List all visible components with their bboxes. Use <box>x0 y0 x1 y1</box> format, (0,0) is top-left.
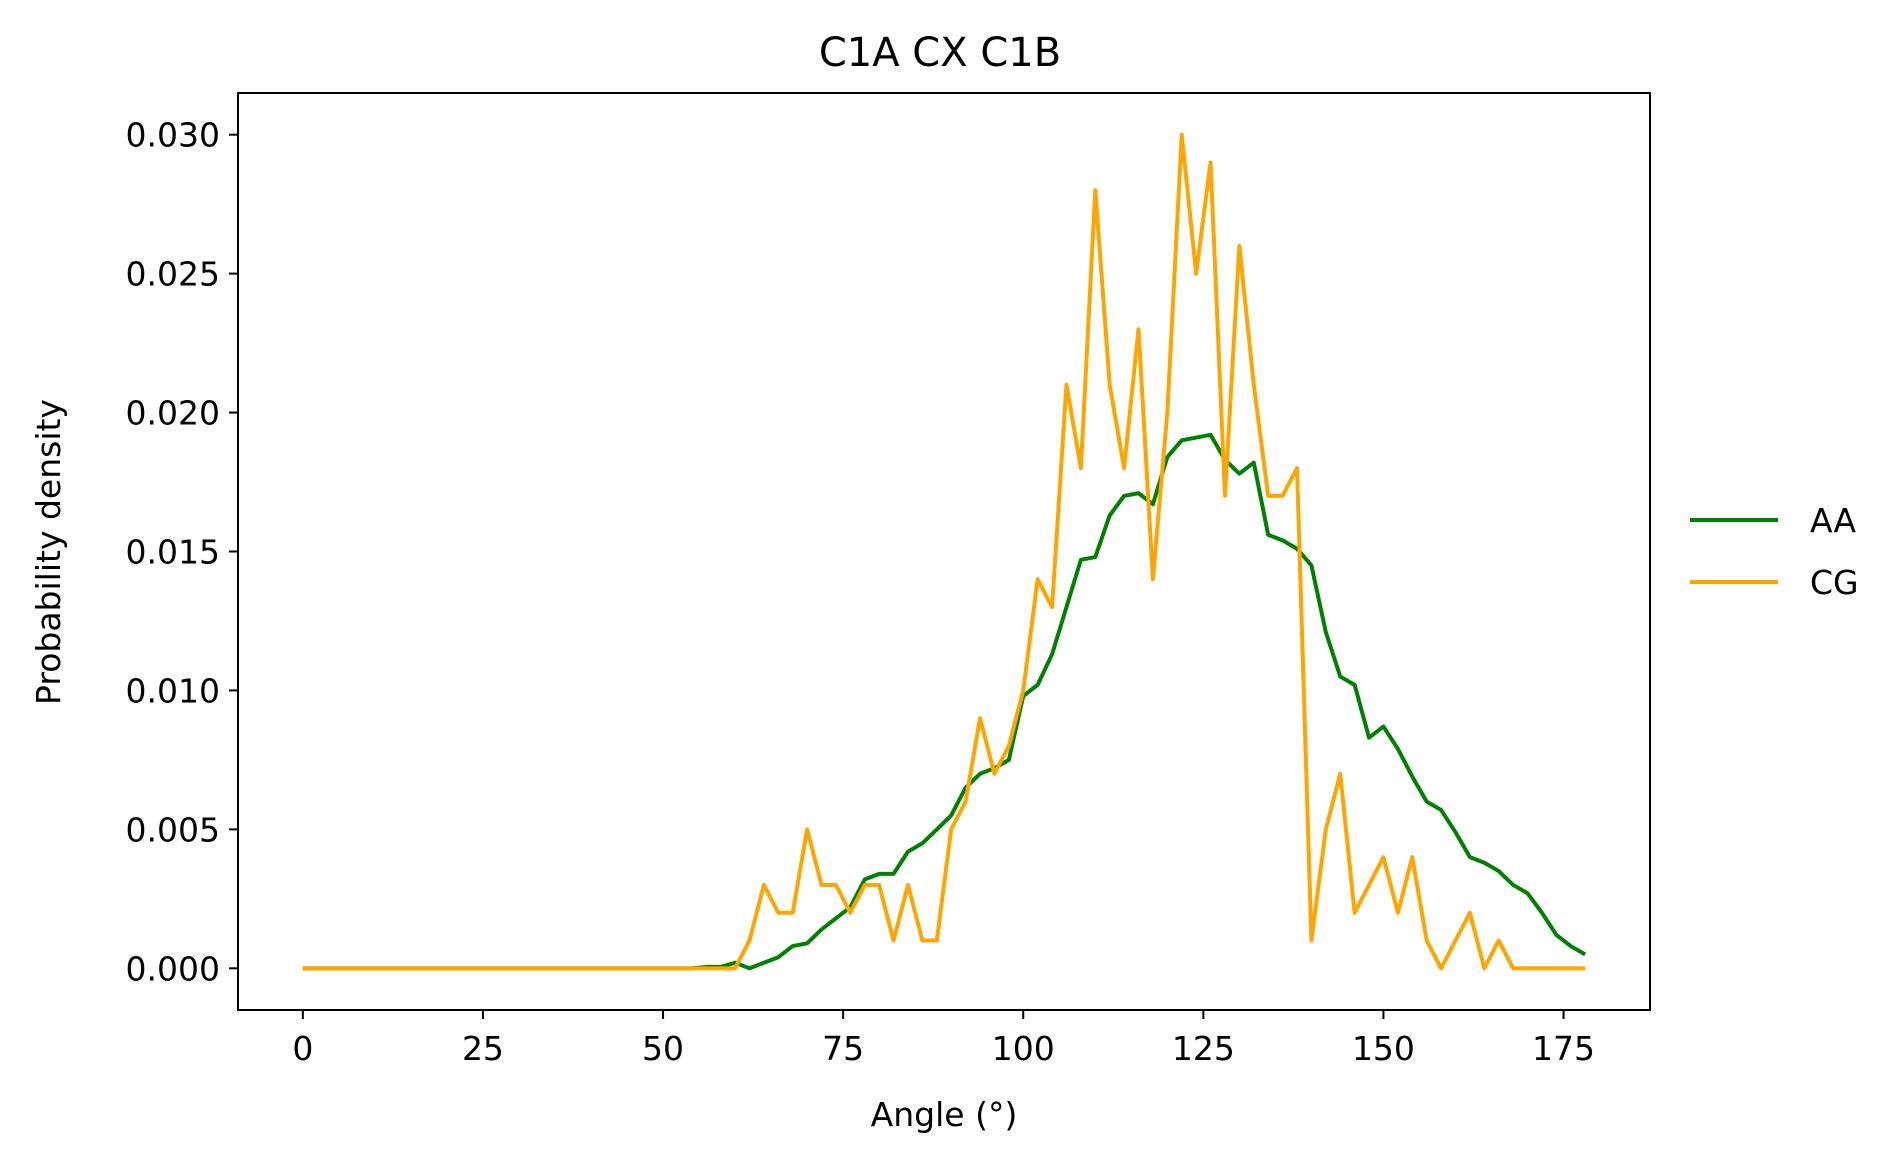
legend-label: AA <box>1810 501 1856 540</box>
x-tick-label: 75 <box>822 1029 864 1068</box>
y-tick-label: 0.015 <box>126 533 220 572</box>
x-axis-title: Angle (°) <box>871 1095 1018 1134</box>
x-tick-label: 25 <box>462 1029 504 1068</box>
x-tick-label: 150 <box>1352 1029 1415 1068</box>
x-tick-label: 125 <box>1172 1029 1235 1068</box>
legend-item-cg: CG <box>1690 563 1859 602</box>
y-tick-label: 0.030 <box>126 116 220 155</box>
x-tick-label: 50 <box>642 1029 684 1068</box>
y-tick-label: 0.005 <box>126 810 220 849</box>
y-tick-label: 0.000 <box>126 949 220 988</box>
series-layer <box>302 132 1587 971</box>
x-tick-label: 0 <box>292 1029 313 1068</box>
y-tick-label: 0.025 <box>126 255 220 294</box>
plot-area <box>237 92 1651 1011</box>
x-tick-label: 175 <box>1532 1029 1595 1068</box>
legend-label: CG <box>1810 563 1859 602</box>
y-axis-title: Probability density <box>29 399 68 705</box>
y-axis: 0.000 0.005 0.010 0.015 0.020 0.025 0.030 <box>126 116 238 988</box>
chart-title: C1A CX C1B <box>819 30 1061 76</box>
y-tick-label: 0.020 <box>126 394 220 433</box>
x-axis: 0 25 50 75 100 125 150 175 <box>292 1010 1595 1068</box>
legend-item-aa: AA <box>1690 501 1856 540</box>
x-tick-label: 100 <box>992 1029 1055 1068</box>
series-line-cg <box>302 132 1586 971</box>
legend: AA CG <box>1690 501 1859 602</box>
y-tick-label: 0.010 <box>126 671 220 710</box>
